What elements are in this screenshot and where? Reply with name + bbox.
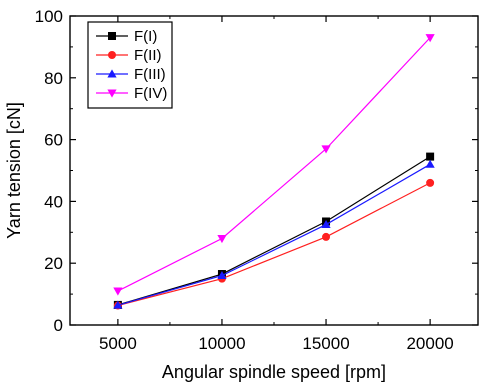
y-tick-label: 40 bbox=[44, 192, 63, 211]
marker-triangle-up bbox=[113, 300, 123, 309]
y-tick-label: 60 bbox=[44, 131, 63, 150]
series-line bbox=[117, 163, 431, 306]
marker-triangle-down bbox=[425, 34, 435, 43]
marker-square bbox=[108, 32, 116, 40]
x-tick-label: 10000 bbox=[198, 334, 245, 353]
series-line bbox=[117, 182, 431, 307]
marker-triangle-up bbox=[217, 270, 227, 280]
series-F(III) bbox=[113, 159, 435, 309]
series-F(II) bbox=[113, 178, 435, 310]
marker-triangle-up bbox=[425, 159, 435, 168]
legend-label: F(I) bbox=[134, 28, 157, 45]
y-axis-title: Yarn tension [cN] bbox=[4, 102, 24, 239]
marker-triangle-up bbox=[107, 69, 117, 78]
marker-circle bbox=[322, 232, 331, 241]
x-tick-label: 5000 bbox=[99, 334, 137, 353]
y-tick-label: 80 bbox=[44, 69, 63, 88]
marker-circle bbox=[426, 178, 435, 187]
x-tick-label: 15000 bbox=[302, 334, 349, 353]
legend-label: F(II) bbox=[134, 47, 162, 64]
legend-label: F(IV) bbox=[134, 85, 167, 102]
y-tick-label: 0 bbox=[54, 316, 63, 335]
marker-triangle-down bbox=[217, 235, 227, 244]
x-axis-title: Angular spindle speed [rpm] bbox=[162, 362, 386, 382]
legend-label: F(III) bbox=[134, 66, 166, 83]
x-tick-label: 20000 bbox=[406, 334, 453, 353]
legend: F(I) F(II) F(III) F(IV) bbox=[87, 21, 173, 109]
series-F(IV) bbox=[113, 34, 435, 296]
marker-square bbox=[426, 152, 435, 161]
y-tick-label: 20 bbox=[44, 254, 63, 273]
marker-triangle-down bbox=[113, 287, 123, 296]
y-tick-label: 100 bbox=[35, 7, 63, 26]
series-line bbox=[117, 37, 431, 292]
series-line bbox=[117, 156, 431, 306]
marker-triangle-down bbox=[107, 89, 117, 98]
series-layer bbox=[113, 34, 435, 310]
marker-triangle-up bbox=[321, 219, 331, 229]
marker-circle bbox=[108, 51, 116, 59]
marker-triangle-down bbox=[321, 145, 331, 154]
axes: 0 20 40 60 80 100 5000 10000 15000 20000 bbox=[35, 7, 479, 353]
series-F(I) bbox=[113, 152, 435, 309]
